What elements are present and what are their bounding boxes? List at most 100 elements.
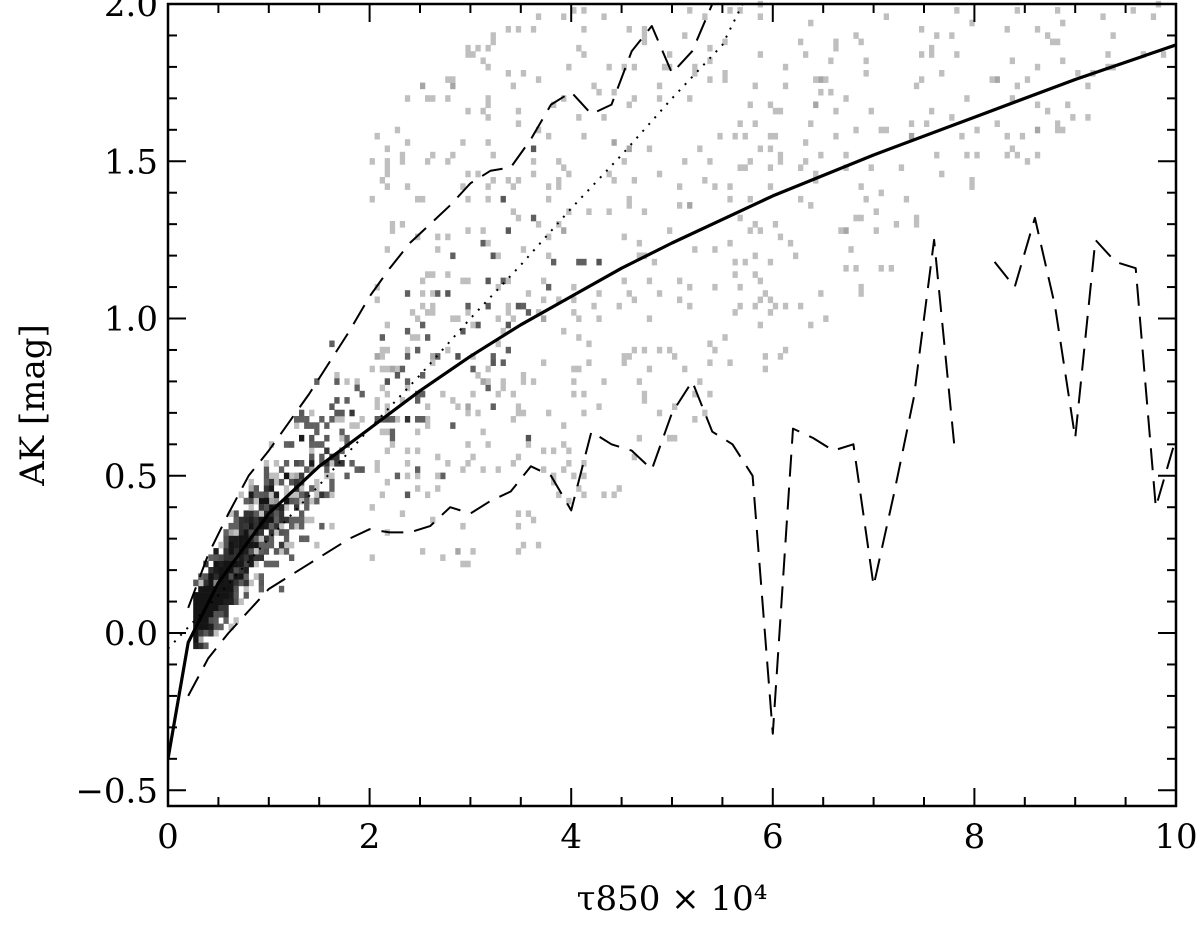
density-cell (465, 403, 471, 410)
density-cell (606, 170, 612, 178)
density-cell (268, 529, 275, 536)
density-cell (278, 541, 285, 549)
density-cell (228, 623, 234, 631)
x-tick-label: 0 (157, 817, 179, 857)
density-cell (551, 472, 557, 480)
density-cell (379, 384, 385, 392)
density-cell (329, 403, 335, 410)
density-cell (253, 522, 259, 530)
density-cell (1034, 151, 1041, 159)
density-cell (465, 44, 471, 52)
density-cell (939, 170, 945, 178)
density-cell (379, 346, 385, 354)
density-cell (1004, 132, 1010, 140)
density-cell (828, 57, 834, 65)
density-cell (525, 434, 532, 442)
density-cell (228, 598, 234, 605)
density-cell (576, 365, 582, 373)
density-cell (420, 302, 426, 310)
density-cell (238, 554, 244, 561)
density-cell (425, 309, 431, 316)
density-cell (334, 397, 340, 404)
density-cell (258, 535, 264, 543)
density-cell (515, 409, 522, 417)
density-cell (445, 233, 451, 241)
density-cell (384, 409, 390, 417)
density-cell (273, 491, 280, 499)
density-cell (1085, 82, 1091, 90)
density-cell (455, 315, 461, 322)
density-cell (384, 145, 390, 153)
density-cell (641, 397, 648, 404)
density-cell (500, 378, 506, 385)
density-cell (258, 541, 264, 549)
density-cell (561, 422, 567, 429)
density-cell (450, 76, 456, 83)
density-cell (475, 321, 481, 329)
density-cell (873, 208, 879, 215)
density-cell (268, 504, 275, 511)
density-cell (374, 403, 380, 410)
density-cell (243, 522, 249, 530)
density-cell (319, 522, 325, 530)
density-cell (399, 221, 406, 228)
density-cell (263, 504, 270, 511)
density-cell (490, 353, 496, 360)
density-cell (319, 416, 325, 423)
density-cell (218, 579, 224, 587)
density-cell (535, 221, 542, 228)
density-cell (707, 158, 713, 165)
density-cell (319, 491, 325, 499)
density-cell (329, 472, 335, 480)
density-cell (294, 460, 300, 467)
density-cell (384, 390, 390, 398)
density-cell (374, 416, 380, 423)
density-cell (646, 315, 653, 322)
density-cell (314, 478, 320, 486)
density-cell (384, 365, 390, 373)
density-cell (258, 516, 264, 524)
density-cell (596, 315, 602, 322)
density-cell (596, 403, 602, 410)
density-cell (379, 491, 385, 499)
density-cell (878, 189, 884, 197)
density-cell (485, 44, 491, 52)
density-cell (515, 522, 522, 530)
density-cell (420, 548, 426, 555)
density-cell (278, 522, 285, 530)
density-cell (394, 126, 401, 134)
density-cell (233, 592, 239, 599)
density-cell (515, 26, 522, 33)
density-cell (228, 592, 234, 599)
density-cell (278, 466, 285, 473)
density-cell (525, 309, 532, 316)
density-cell (223, 611, 229, 618)
density-cell (238, 598, 244, 605)
density-cell (248, 491, 254, 499)
density-cell (515, 510, 522, 517)
density-cell (1024, 158, 1031, 165)
density-cell (430, 309, 436, 316)
density-cell (309, 485, 315, 492)
density-cell (329, 478, 335, 486)
density-cell (319, 453, 325, 461)
density-cell (803, 139, 809, 146)
density-cell (289, 497, 295, 505)
density-cell (213, 598, 219, 605)
density-cell (294, 497, 300, 505)
density-cell (460, 327, 466, 335)
density-cell (208, 598, 214, 605)
density-cell (546, 252, 552, 260)
density-cell (460, 183, 466, 190)
density-cell (278, 585, 285, 593)
density-cell (203, 623, 209, 631)
density-cell (415, 416, 421, 423)
density-cell (682, 32, 688, 39)
density-cell (571, 390, 577, 398)
density-cell (707, 76, 713, 83)
density-cell (213, 554, 219, 561)
density-cell (273, 497, 280, 505)
density-cell (707, 390, 713, 398)
density-cell (561, 327, 567, 335)
density-cell (858, 283, 864, 291)
